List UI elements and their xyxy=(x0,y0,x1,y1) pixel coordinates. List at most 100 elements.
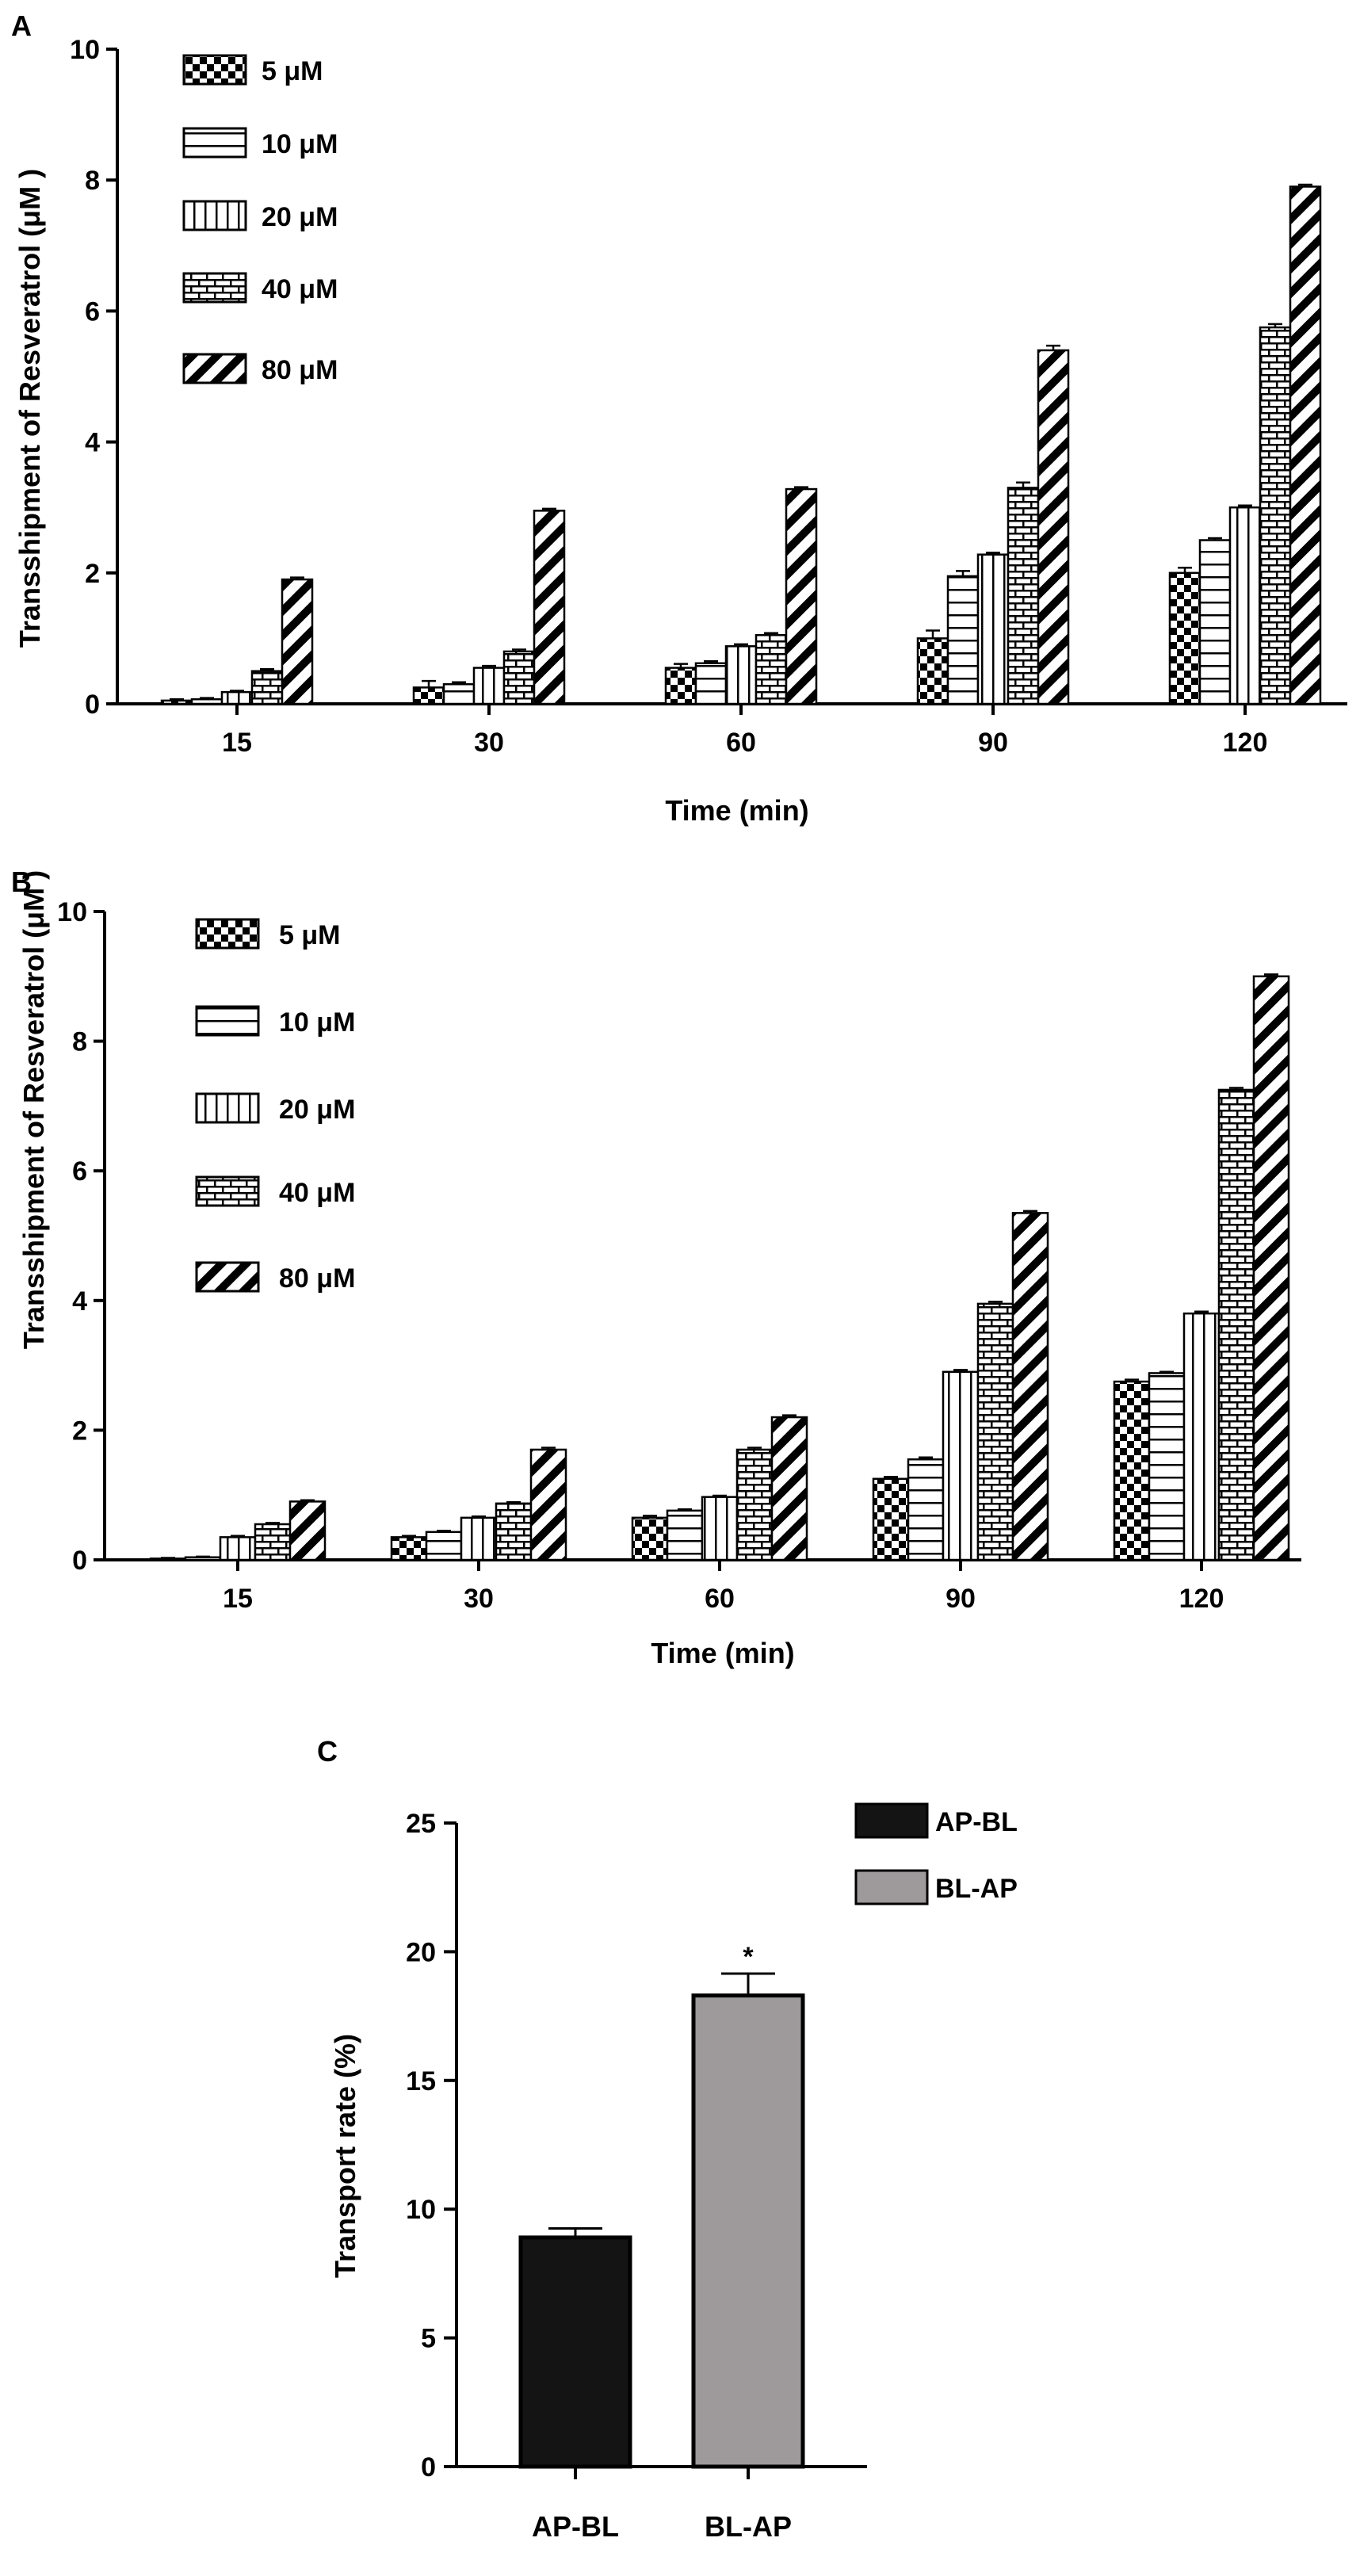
bar xyxy=(1148,1372,1186,1561)
bar xyxy=(254,1523,292,1561)
panel-label-c: C xyxy=(317,1735,338,1768)
bar xyxy=(250,670,284,705)
y-tick-label: 10 xyxy=(406,2195,436,2225)
bar xyxy=(724,645,758,705)
legend-swatch-4 xyxy=(182,353,247,384)
legend-label-1: 10 μM xyxy=(279,1007,355,1038)
x-tick-label: 30 xyxy=(464,1584,494,1614)
plot-area: 0 5 10 15 20 25 AP-BL * BL-AP xyxy=(406,1809,867,2543)
legend-swatch-0 xyxy=(195,918,260,950)
legend-swatch-1 xyxy=(182,127,247,159)
bar xyxy=(390,1536,428,1561)
legend-label-1: BL-AP xyxy=(935,1874,1018,1904)
bar xyxy=(219,1536,257,1561)
bar xyxy=(1259,326,1292,705)
legend-label-3: 40 μM xyxy=(279,1178,355,1208)
legend-label-4: 80 μM xyxy=(262,355,338,385)
legend-label-4: 80 μM xyxy=(279,1263,355,1294)
y-tick-label: 15 xyxy=(406,2066,436,2096)
legend-label-2: 20 μM xyxy=(279,1095,355,1125)
bar xyxy=(946,575,980,705)
bar xyxy=(184,1556,222,1561)
bar xyxy=(976,1302,1014,1561)
legend-swatch-2 xyxy=(195,1092,260,1124)
y-tick-label: 5 xyxy=(421,2324,436,2354)
bar xyxy=(472,667,506,705)
bar xyxy=(1252,975,1290,1561)
legend-swatch-2 xyxy=(182,200,247,231)
bar xyxy=(735,1448,774,1561)
bar xyxy=(907,1458,945,1561)
y-tick-label: 4 xyxy=(72,1286,87,1317)
x-tick-label: 15 xyxy=(222,728,252,758)
legend-swatch-4 xyxy=(195,1261,260,1293)
legend-swatch-1 xyxy=(854,1869,929,1905)
y-tick-label: 4 xyxy=(85,428,100,458)
bar xyxy=(976,553,1010,705)
bar xyxy=(1289,185,1322,705)
significance-marker: * xyxy=(743,1942,754,1972)
plot-area: 0 2 4 6 8 10 15 30 60 90 120 xyxy=(70,35,1347,758)
bar xyxy=(1217,1088,1255,1561)
bar xyxy=(1228,506,1262,705)
y-tick-label: 20 xyxy=(406,1937,436,1967)
legend-swatch-3 xyxy=(195,1175,260,1207)
bar xyxy=(220,690,254,705)
bar xyxy=(701,1496,739,1561)
panel-label-b: B xyxy=(11,866,32,898)
x-tick-label: 90 xyxy=(978,728,1008,758)
x-tick-label: 60 xyxy=(705,1584,735,1614)
legend-swatch-3 xyxy=(182,272,247,304)
bar xyxy=(190,698,223,705)
x-tick-label: 120 xyxy=(1179,1584,1224,1614)
bar xyxy=(1011,1212,1049,1561)
bar xyxy=(518,2235,632,2469)
bar xyxy=(666,1509,704,1561)
x-tick-label: 120 xyxy=(1223,728,1268,758)
bar xyxy=(631,1516,669,1561)
legend-label-3: 40 μM xyxy=(262,274,338,304)
legend-label-0: 5 μM xyxy=(279,920,340,950)
y-tick-label: 8 xyxy=(72,1027,87,1057)
bar xyxy=(785,487,818,705)
bar xyxy=(160,699,193,705)
y-tick-label: 10 xyxy=(70,35,100,65)
bar xyxy=(916,637,949,705)
bar xyxy=(288,1500,327,1561)
bar xyxy=(1113,1380,1151,1561)
legend-swatch-1 xyxy=(195,1005,260,1037)
y-tick-label: 6 xyxy=(72,1156,87,1187)
x-axis-label: Time (min) xyxy=(651,1637,794,1669)
legend-label-0: AP-BL xyxy=(935,1807,1018,1837)
y-tick-label: 0 xyxy=(72,1546,87,1576)
bar xyxy=(1182,1312,1221,1561)
y-tick-label: 0 xyxy=(421,2452,436,2482)
x-axis-label: Time (min) xyxy=(665,794,808,827)
x-tick-label: 90 xyxy=(946,1584,976,1614)
legend: AP-BL BL-AP xyxy=(854,1802,1018,1905)
bar xyxy=(1168,571,1201,705)
bar xyxy=(770,1416,808,1561)
y-tick-label: 25 xyxy=(406,1809,436,1839)
bar xyxy=(412,686,445,705)
y-axis-label: Transshipment of Resveratrol (μM ) xyxy=(17,870,50,1349)
bar xyxy=(942,1370,980,1561)
bar xyxy=(1198,539,1232,705)
legend-label-1: 10 μM xyxy=(262,129,338,159)
panel-c: C Transport rate (%) AP-BL BL-AP 0 5 10 15 2… xyxy=(317,1735,1018,2543)
plot-area: 0 2 4 6 8 10 15 30 60 90 120 xyxy=(57,897,1301,1614)
legend-swatch-0 xyxy=(854,1802,929,1839)
bar xyxy=(495,1502,533,1561)
panel-b: B Transshipment of Resveratrol (μM ) Tim… xyxy=(11,866,1301,1669)
y-tick-label: 0 xyxy=(85,690,100,720)
bar xyxy=(1037,349,1070,705)
y-tick-label: 6 xyxy=(85,296,100,327)
x-tick-label: BL-AP xyxy=(705,2510,792,2543)
bar xyxy=(502,650,536,705)
y-axis-label: Transport rate (%) xyxy=(329,2034,361,2278)
bar xyxy=(872,1477,910,1561)
legend: 5 μM 10 μM 20 μM 40 μM 80 μM xyxy=(195,918,355,1294)
bar xyxy=(664,667,697,705)
bar xyxy=(1007,487,1040,705)
